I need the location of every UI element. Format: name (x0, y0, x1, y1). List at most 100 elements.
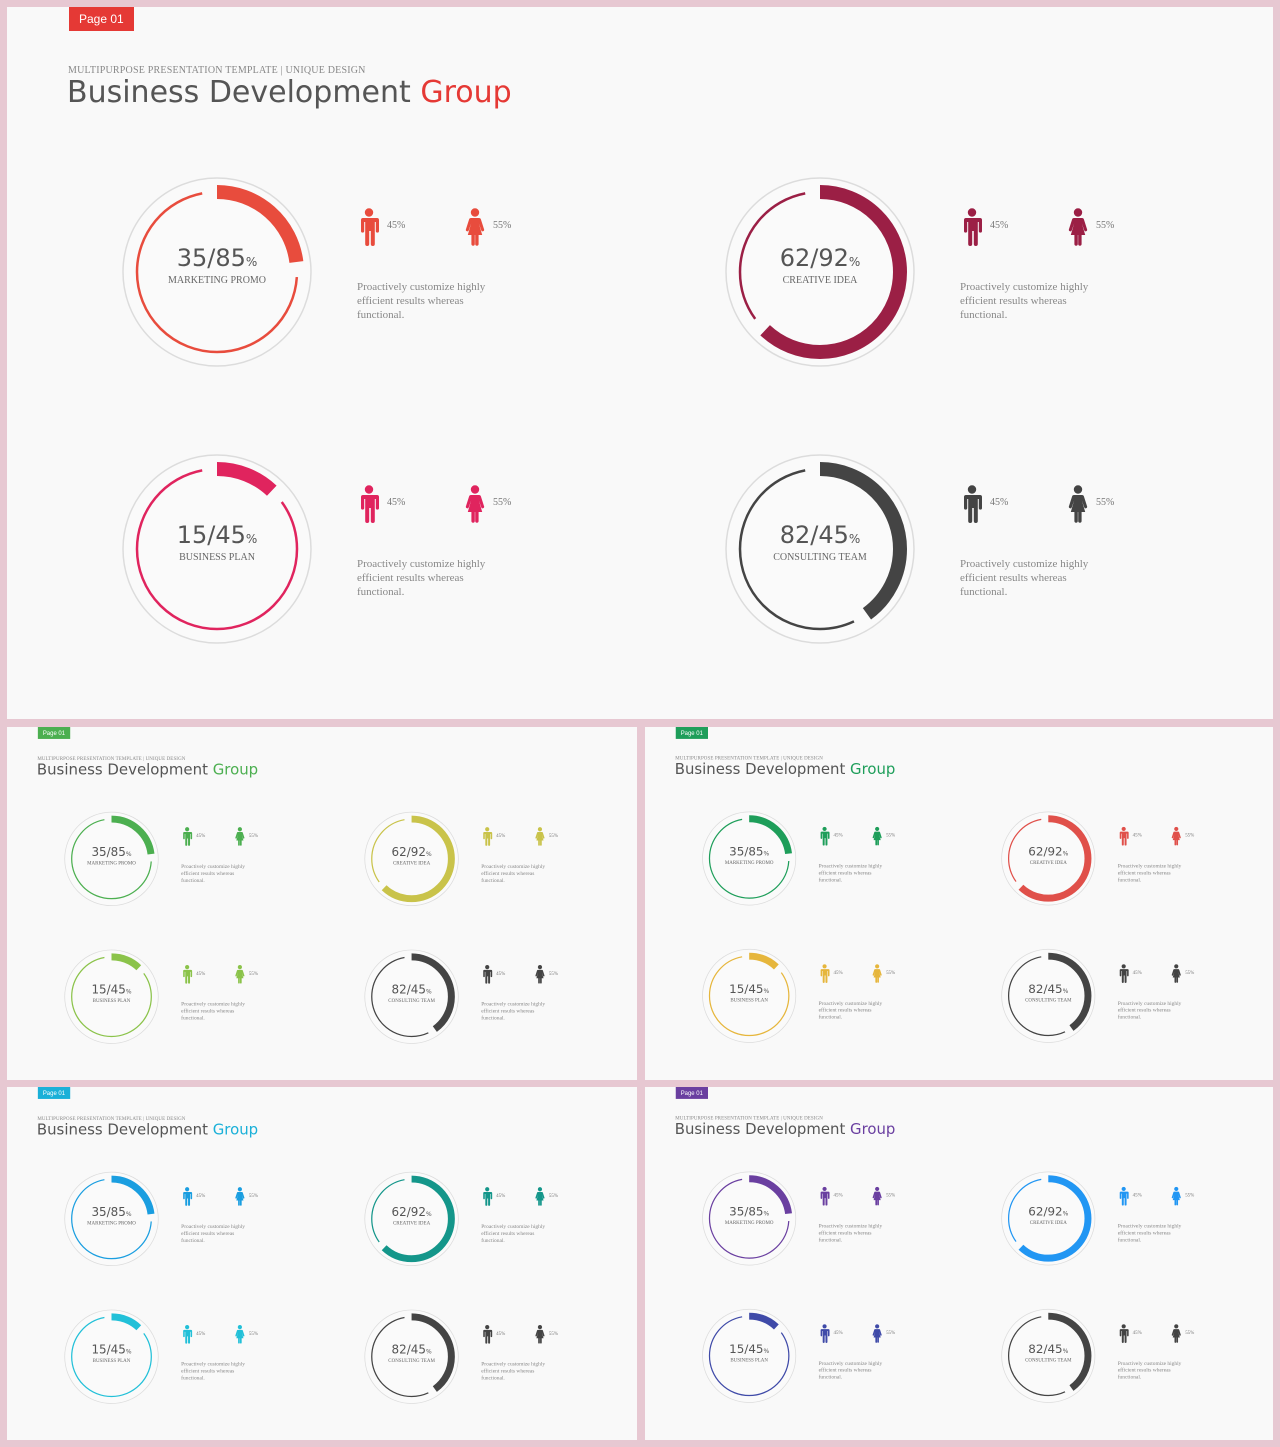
stat-description: Proactively customize highly efficient r… (181, 863, 246, 884)
progress-ring: 62/92% CREATIVE IDEA (720, 172, 920, 372)
female-percent: 55% (1185, 970, 1195, 976)
stat-value: 35/85% (117, 244, 317, 272)
progress-ring: 82/45% CONSULTING TEAM (999, 946, 1098, 1045)
stat-value: 35/85% (62, 1205, 162, 1219)
stat-label: CREATIVE IDEA (1029, 859, 1067, 866)
stat-value: 15/45% (700, 982, 799, 996)
female-stat: 55% (1170, 1324, 1200, 1344)
male-percent: 45% (496, 1192, 506, 1199)
male-percent: 45% (196, 970, 206, 977)
stat-label: BUSINESS PLAN (730, 1357, 768, 1363)
male-percent: 45% (496, 832, 506, 839)
stat-description: Proactively customize highly efficient r… (818, 1000, 883, 1021)
stat-description: Proactively customize highly efficient r… (181, 1001, 246, 1022)
stat-unit: % (763, 1210, 770, 1217)
progress-ring: 15/45% BUSINESS PLAN (117, 449, 317, 649)
male-stat: 45% (481, 827, 511, 847)
female-stat: 55% (463, 208, 523, 248)
stat-block-business-plan: 15/45% BUSINESS PLAN 45% 55% Proactively cus… (117, 449, 637, 649)
stat-description: Proactively customize highly efficient r… (357, 281, 486, 321)
stat-unit: % (425, 1348, 432, 1356)
title-main: Business Development (67, 75, 411, 110)
title-accent: Group (420, 75, 512, 110)
stat-description: Proactively customize highly efficient r… (1117, 1000, 1182, 1021)
progress-ring: 35/85% MARKETING PROMO (700, 1169, 799, 1268)
stat-number: 15/45 (91, 982, 126, 997)
female-percent: 55% (886, 970, 896, 976)
male-percent: 45% (196, 1192, 206, 1199)
subtitle: MULTIPURPOSE PRESENTATION TEMPLATE | UNI… (675, 755, 823, 762)
progress-ring: 15/45% BUSINESS PLAN (62, 1307, 162, 1407)
male-stat: 45% (481, 1187, 511, 1207)
page-title: Business Development Group (675, 1121, 896, 1138)
stat-description: Proactively customize highly efficient r… (818, 1222, 883, 1243)
stat-unit: % (763, 987, 770, 995)
male-percent: 45% (1132, 1192, 1142, 1199)
stat-description: Proactively customize highly efficient r… (1117, 862, 1182, 883)
female-stat: 55% (234, 827, 264, 847)
female-percent: 55% (493, 497, 512, 508)
female-stat: 55% (234, 1325, 264, 1345)
slide-1: Page 01 MULTIPURPOSE PRESENTATION TEMPLAT… (7, 7, 1273, 719)
progress-ring: 62/92% CREATIVE IDEA (999, 1169, 1098, 1268)
stat-block-marketing-promo: 35/85% MARKETING PROMO 45% 55% Proactively c… (62, 1169, 321, 1269)
male-stat: 45% (1118, 964, 1148, 984)
title-accent: Group (212, 1120, 259, 1139)
female-percent: 55% (1185, 1330, 1195, 1336)
stat-description: Proactively customize highly efficient r… (481, 1223, 546, 1244)
stat-block-creative-idea: 62/92% CREATIVE IDEA 45% 55% Proactively cus… (720, 172, 1240, 372)
stat-number: 62/92 (1028, 1204, 1063, 1219)
stat-description: Proactively customize highly efficient r… (960, 558, 1089, 598)
stat-number: 82/45 (779, 521, 849, 549)
male-stat: 45% (357, 485, 417, 525)
stat-value: 62/92% (720, 244, 920, 272)
stat-label: MARKETING PROMO (724, 1219, 774, 1226)
stat-block-creative-idea: 62/92% CREATIVE IDEA 45% 55% Proactively cus… (999, 1169, 1257, 1268)
stat-description: Proactively customize highly efficient r… (481, 1361, 546, 1382)
female-stat: 55% (1170, 1186, 1200, 1207)
stat-number: 62/92 (1028, 844, 1063, 859)
stat-unit: % (125, 1348, 132, 1356)
stat-value: 62/92% (362, 845, 462, 859)
stat-unit: % (848, 255, 861, 269)
stat-label: MARKETING PROMO (724, 859, 774, 866)
stat-value: 35/85% (700, 845, 799, 859)
stat-value: 82/45% (999, 1342, 1098, 1356)
stat-unit: % (125, 850, 132, 858)
progress-ring: 35/85% MARKETING PROMO (62, 809, 162, 909)
male-stat: 45% (181, 965, 211, 985)
stat-block-consulting-team: 82/45% CONSULTING TEAM 45% 55% Proactively c… (720, 449, 1240, 649)
page-title: Business Development Group (37, 1121, 258, 1138)
male-stat: 45% (819, 964, 849, 984)
stat-unit: % (763, 1347, 770, 1355)
title-main: Business Development (674, 760, 846, 779)
progress-ring: 35/85% MARKETING PROMO (62, 1169, 162, 1269)
page-tag: Page 01 (675, 1087, 708, 1099)
stat-block-business-plan: 15/45% BUSINESS PLAN 45% 55% Proactively cus… (62, 1307, 321, 1407)
stat-number: 35/85 (729, 844, 764, 859)
stat-description: Proactively customize highly efficient r… (1117, 1360, 1182, 1381)
stat-unit: % (425, 1210, 432, 1218)
title-main: Business Development (36, 760, 208, 779)
stat-number: 35/85 (91, 844, 126, 859)
male-percent: 45% (496, 1330, 506, 1337)
page-title: Business Development Group (675, 761, 896, 778)
page-tag: Page 01 (69, 7, 134, 31)
progress-ring: 15/45% BUSINESS PLAN (700, 1306, 799, 1405)
male-percent: 45% (1132, 832, 1142, 839)
male-percent: 45% (1132, 970, 1142, 976)
stat-label: CREATIVE IDEA (392, 860, 431, 866)
stat-label: BUSINESS PLAN (730, 997, 768, 1003)
stat-block-business-plan: 15/45% BUSINESS PLAN 45% 55% Proactively cus… (700, 946, 958, 1045)
male-percent: 45% (833, 970, 843, 976)
stat-value: 62/92% (362, 1205, 462, 1219)
stat-block-creative-idea: 62/92% CREATIVE IDEA 45% 55% Proactively cus… (362, 809, 621, 909)
stat-block-consulting-team: 82/45% CONSULTING TEAM 45% 55% Proactively c… (999, 1306, 1257, 1405)
progress-ring: 62/92% CREATIVE IDEA (999, 809, 1098, 908)
stat-number: 82/45 (1028, 981, 1063, 996)
stat-description: Proactively customize highly efficient r… (481, 863, 546, 884)
stat-description: Proactively customize highly efficient r… (181, 1361, 246, 1382)
page-tag: Page 01 (675, 727, 708, 739)
stat-unit: % (1062, 1210, 1069, 1217)
female-percent: 55% (548, 1192, 559, 1199)
